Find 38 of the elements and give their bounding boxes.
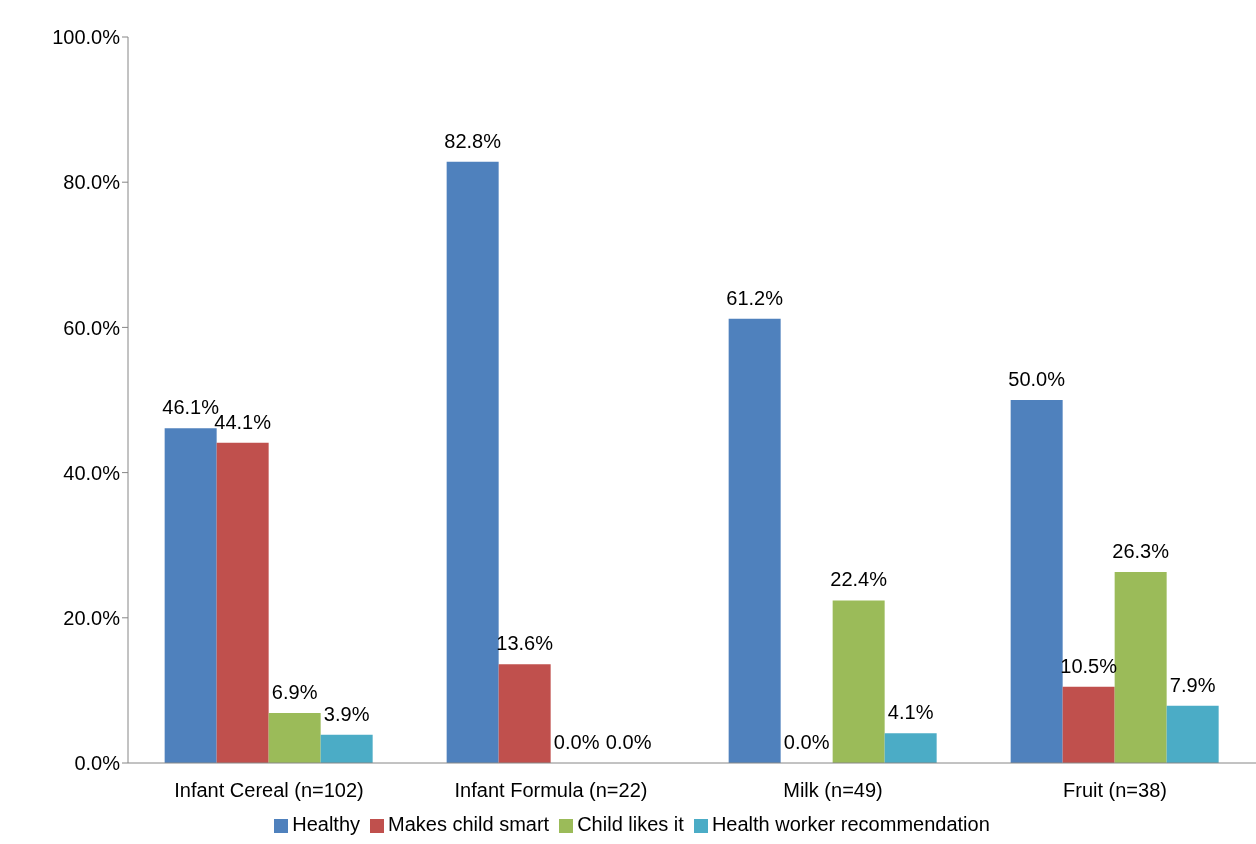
data-label: 50.0% [1008,368,1066,390]
x-tick-label: Fruit (n=38) [1063,779,1167,802]
bar [320,734,373,763]
y-tick-label: 20.0% [63,606,121,629]
data-label: 0.0% [553,730,600,753]
legend-label: Makes child smart [388,813,550,835]
bar [446,161,499,763]
data-label: 0.0% [605,730,652,753]
bar [498,664,551,763]
y-tick-label: 40.0% [63,461,121,484]
bar [832,600,885,763]
bar [884,733,937,763]
data-label: 3.9% [323,702,370,725]
bar [728,318,781,763]
data-label: 26.3% [1112,540,1170,563]
data-label: 6.9% [271,680,318,703]
legend-label: Child likes it [577,813,684,835]
data-label: 4.1% [887,701,934,724]
bar [1010,400,1063,763]
legend-label: Health worker recommendation [711,813,990,835]
x-tick-label: Infant Formula (n=22) [454,779,648,802]
y-tick-label: 0.0% [74,752,121,775]
bar [1062,686,1115,763]
bar [164,428,217,763]
bar [1166,705,1219,763]
x-tick-label: Milk (n=49) [783,779,883,802]
y-tick-label: 80.0% [63,171,121,194]
data-label: 0.0% [783,730,830,753]
data-label: 82.8% [444,129,502,152]
data-label: 7.9% [1169,673,1216,696]
legend-label: Healthy [292,813,361,835]
x-tick-label: Infant Cereal (n=102) [174,779,364,802]
bar [216,442,269,763]
data-label: 22.4% [830,568,888,591]
bar [268,712,321,763]
data-label: 61.2% [726,286,784,309]
y-tick-label: 60.0% [63,316,121,339]
y-tick-label: 100.0% [52,26,121,49]
